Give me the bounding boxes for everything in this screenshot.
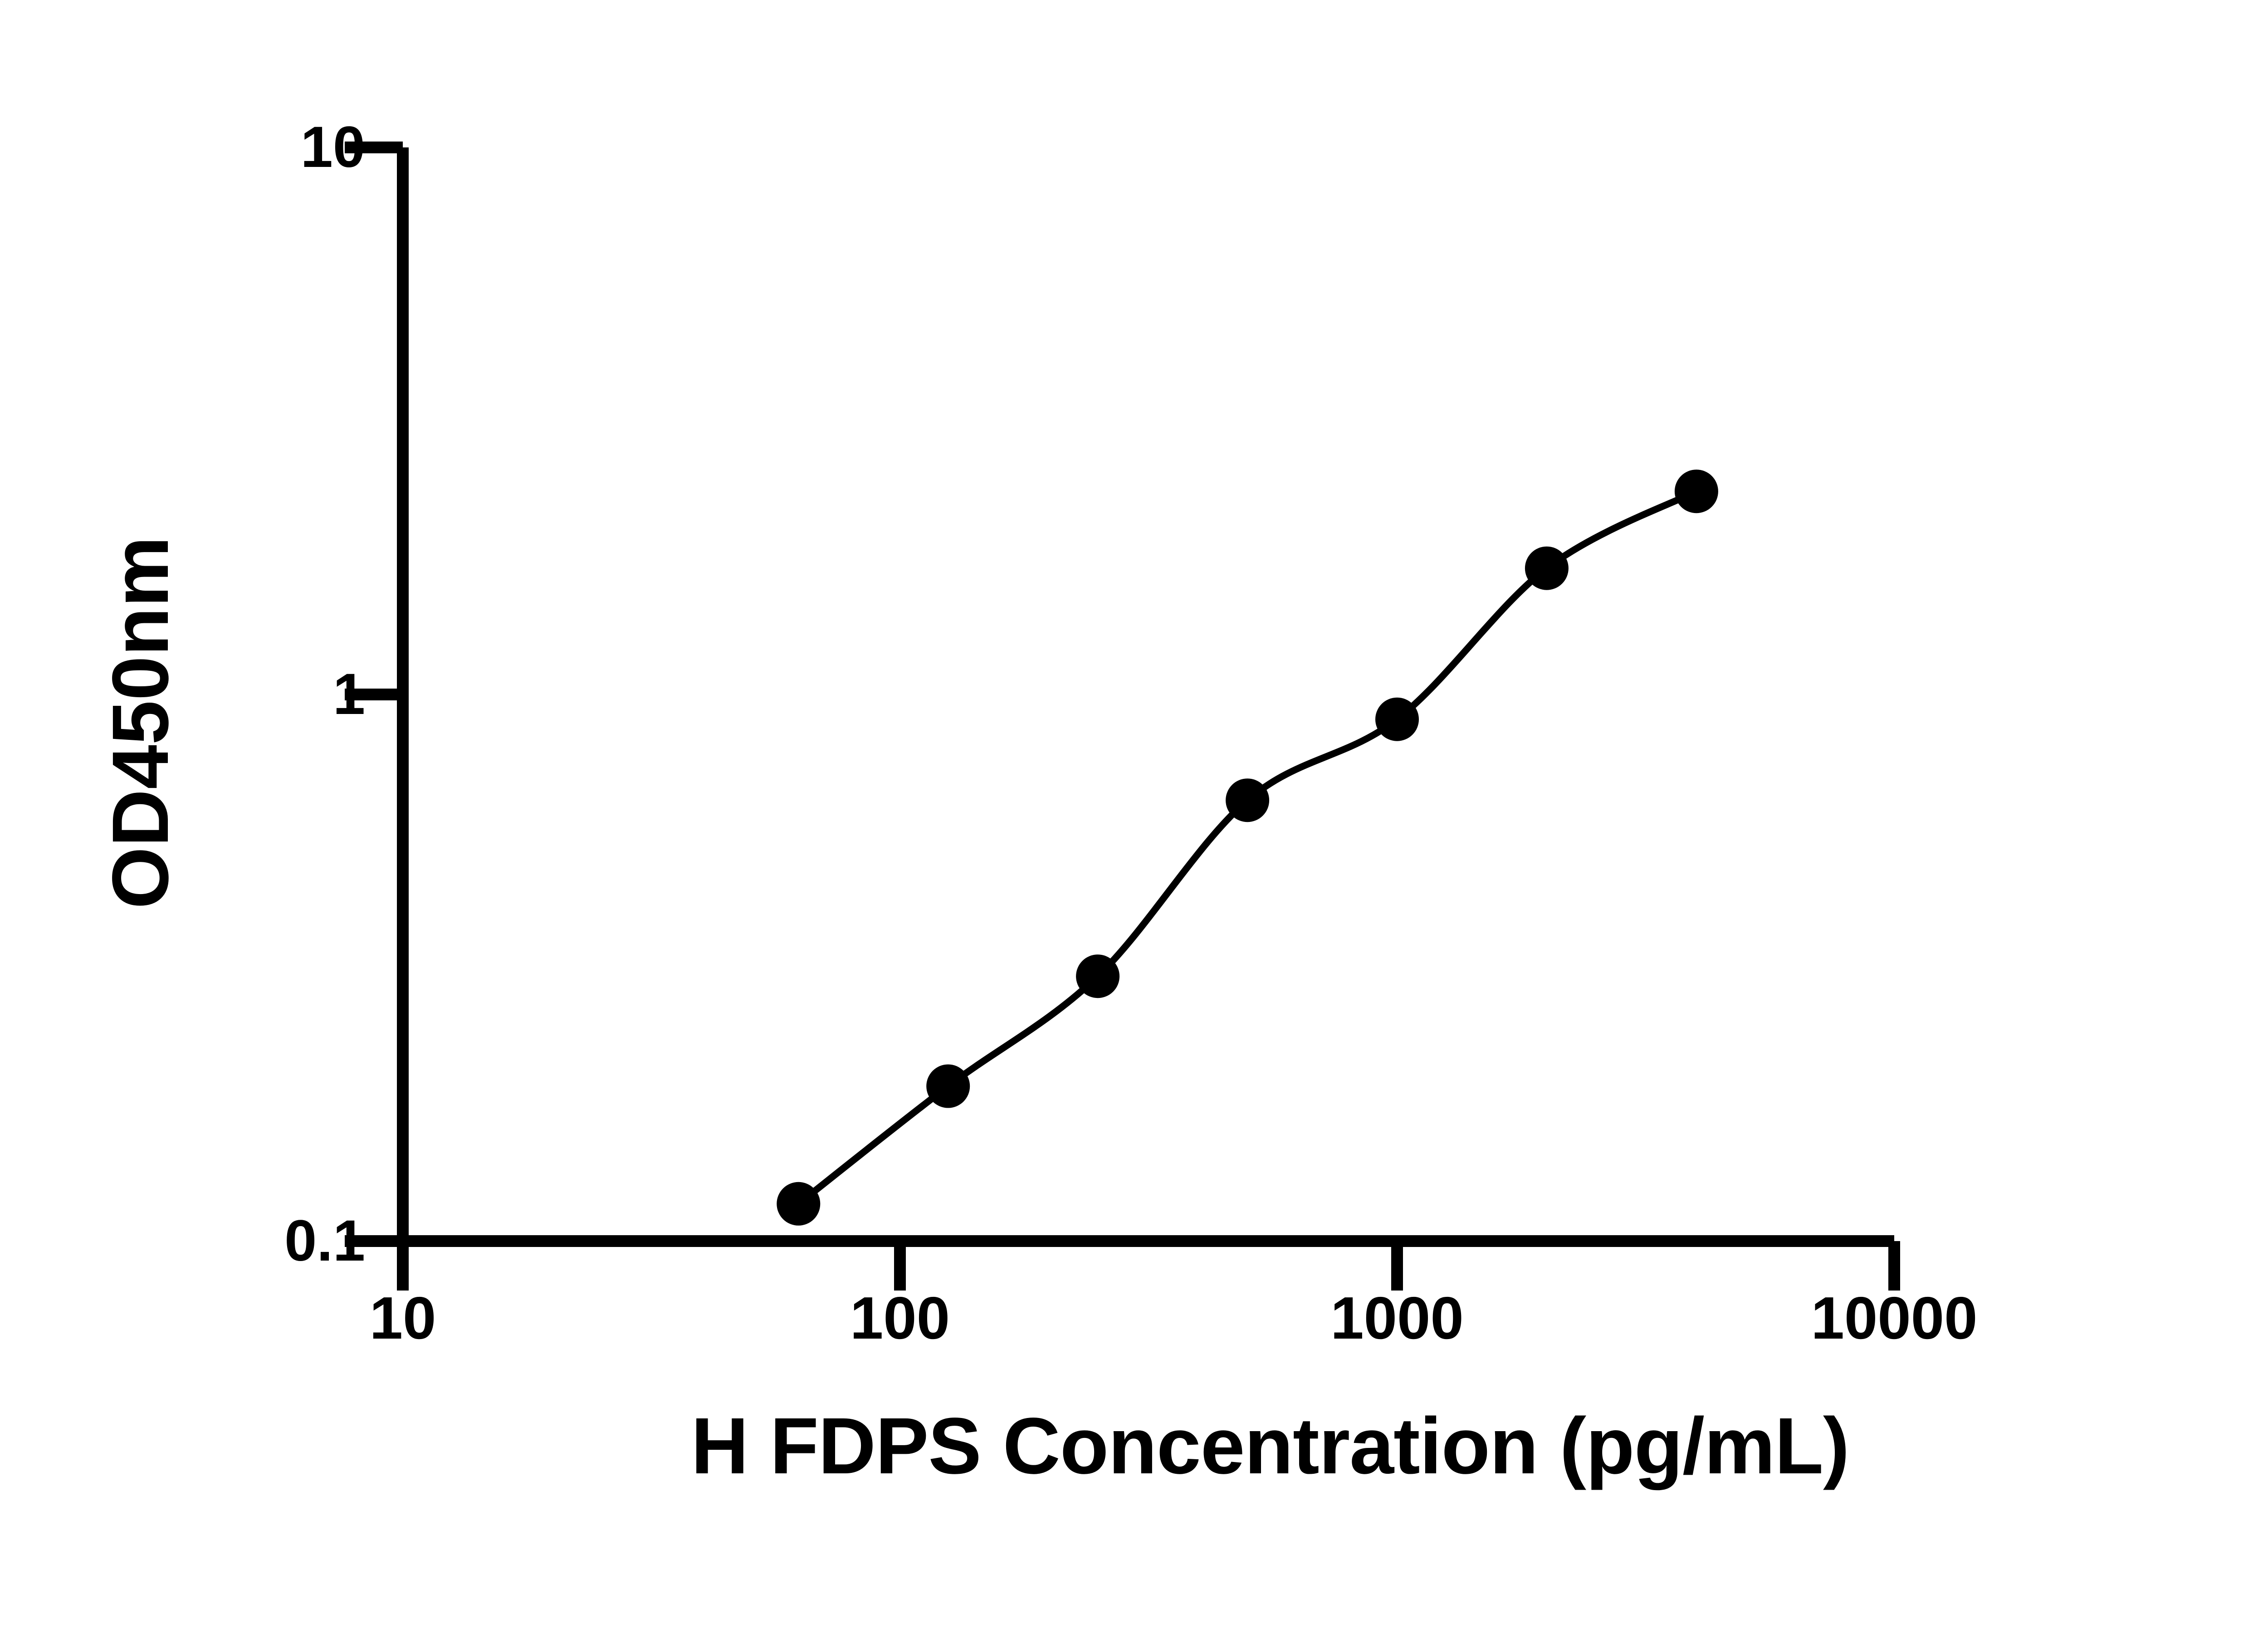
- x-axis-ticks: [397, 1241, 1900, 1291]
- x-tick-label-10000: 10000: [1811, 1285, 1978, 1351]
- data-point: [1226, 778, 1270, 822]
- y-tick-label-0-1: 0.1: [284, 1208, 365, 1273]
- data-point: [1674, 469, 1718, 513]
- y-tick-label-1: 1: [332, 662, 365, 727]
- data-point: [926, 1064, 970, 1108]
- x-tick-label-1000: 1000: [1330, 1285, 1464, 1351]
- y-axis-title: OD450nm: [96, 536, 185, 909]
- x-axis-title: H FDPS Concentration (pg/mL): [0, 1406, 2268, 1486]
- x-axis-title-text: H FDPS Concentration (pg/mL): [691, 1402, 1849, 1491]
- data-point: [1525, 546, 1569, 590]
- axis-lines: [345, 147, 1894, 1291]
- data-point-markers: [777, 469, 1718, 1226]
- x-tick-label-100: 100: [850, 1285, 950, 1351]
- x-tick-label-10: 10: [369, 1285, 436, 1351]
- data-point: [1375, 697, 1419, 741]
- data-point: [1076, 954, 1120, 998]
- y-axis-ticks: [345, 142, 403, 1247]
- data-point: [777, 1182, 821, 1226]
- y-tick-label-10: 10: [300, 115, 365, 180]
